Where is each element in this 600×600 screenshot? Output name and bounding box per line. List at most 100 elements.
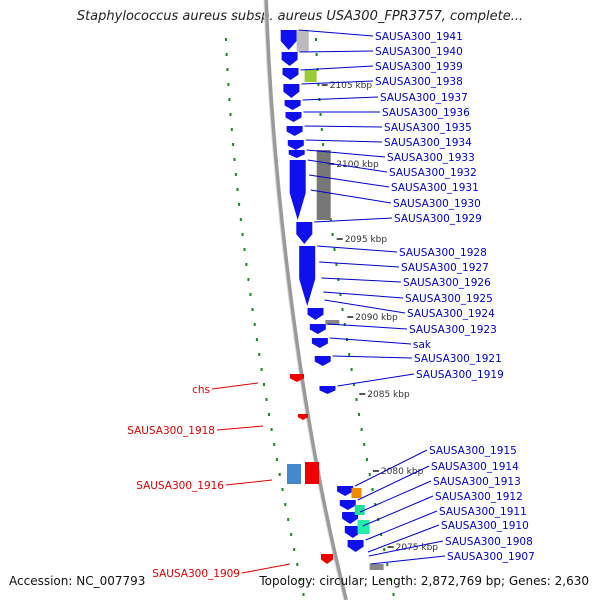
forward-gene-arrow [288, 150, 305, 158]
gene-block [354, 505, 365, 515]
tick-mark-inner [273, 443, 276, 446]
reverse-gene-label: SAUSA300_1918 [127, 425, 215, 437]
tick-mark-outer [329, 218, 332, 221]
tick-mark-inner [236, 188, 239, 191]
tick-mark-outer [363, 443, 366, 446]
tick-mark-inner [263, 383, 265, 386]
scale-mark-label: 2100 kbp [336, 160, 379, 170]
forward-gene-arrow [342, 512, 359, 524]
tick-mark-outer [353, 383, 355, 386]
tick-mark-inner [227, 83, 230, 86]
scale-mark-label: 2075 kbp [396, 543, 439, 553]
label-connector [319, 261, 400, 268]
genome-summary-text: Topology: circular; Length: 2,872,769 bp… [259, 574, 589, 588]
label-connector [359, 480, 432, 513]
forward-gene-label: SAUSA300_1911 [439, 506, 527, 518]
tick-mark-inner [228, 98, 231, 101]
tick-mark-outer [368, 473, 371, 476]
label-connector [327, 323, 408, 330]
tick-mark-inner [226, 68, 229, 71]
tick-mark-inner [278, 473, 281, 476]
forward-gene-label: SAUSA300_1936 [382, 107, 470, 119]
forward-gene-label: SAUSA300_1927 [401, 262, 489, 274]
reverse-gene-arrow [321, 554, 333, 564]
forward-gene-arrow [344, 526, 361, 538]
forward-gene-arrow [314, 356, 331, 366]
tick-mark-inner [247, 278, 250, 281]
forward-gene-arrow [339, 500, 356, 510]
forward-gene-label: SAUSA300_1934 [384, 137, 472, 149]
forward-gene-label: SAUSA300_1939 [375, 61, 463, 73]
tick-mark-inner [270, 428, 273, 431]
tick-mark-outer [371, 488, 374, 491]
tick-mark-inner [260, 368, 263, 371]
forward-gene-label: SAUSA300_1923 [409, 324, 497, 336]
tick-mark-inner [239, 218, 242, 221]
label-connector [241, 563, 291, 574]
tick-mark-outer [343, 323, 346, 326]
tick-mark-outer [317, 83, 320, 86]
label-connector [310, 189, 392, 204]
tick-mark-outer [341, 308, 344, 311]
label-connector [299, 50, 374, 53]
forward-gene-label: SAUSA300_1931 [391, 182, 479, 194]
forward-gene-label: SAUSA300_1932 [389, 167, 477, 179]
tick-mark-inner [245, 263, 248, 266]
tick-mark-inner [234, 173, 237, 176]
gene-block [304, 70, 317, 82]
label-connector [302, 96, 379, 101]
label-connector [332, 355, 413, 359]
tick-mark-outer [335, 263, 338, 266]
forward-gene-arrow [319, 386, 336, 394]
genome-backbone [264, 0, 348, 600]
label-connector [368, 540, 444, 557]
scale-tick [372, 470, 379, 472]
forward-gene-arrow [286, 126, 303, 136]
tick-mark-inner [284, 503, 287, 506]
tick-mark-inner [249, 293, 252, 296]
label-connector [367, 524, 440, 553]
scale-tick [347, 316, 354, 318]
label-connector [314, 217, 393, 223]
tick-mark-inner [275, 458, 278, 461]
tick-mark-outer [315, 53, 318, 56]
forward-gene-arrow [287, 140, 304, 150]
tick-mark-inner [299, 578, 302, 581]
forward-gene-label: SAUSA300_1924 [407, 308, 495, 320]
scale-mark-label: 2085 kbp [367, 390, 410, 400]
scale-marks: 2105 kbp 2100 kbp 2095 kbp 2090 kbp 2085 kbp… [321, 81, 439, 553]
label-connector [304, 125, 383, 128]
tick-mark-outer [389, 578, 392, 581]
scale-tick [336, 238, 343, 240]
tick-mark-inner [268, 413, 270, 416]
label-connector [307, 159, 388, 173]
tick-mark-outer [350, 368, 353, 371]
label-connector [329, 337, 412, 345]
scale-mark-label: 2090 kbp [355, 313, 398, 323]
label-connector [300, 65, 374, 71]
forward-gene-arrow [299, 246, 316, 306]
map-title: Staphylococcus aureus subsp. aureus USA3… [76, 9, 524, 24]
forward-gene-arrow [311, 338, 328, 348]
tick-mark-outer [392, 593, 395, 596]
label-connector [370, 555, 446, 565]
label-connector [365, 510, 438, 541]
label-connector [216, 425, 264, 431]
label-connector [225, 479, 273, 486]
gene-block [357, 520, 370, 534]
forward-gene-label: SAUSA300_1913 [433, 476, 521, 488]
forward-gene-label: SAUSA300_1915 [429, 445, 517, 457]
scale-mark-label: 2105 kbp [330, 81, 373, 91]
gene-block [316, 150, 331, 220]
forward-gene-arrow [284, 100, 301, 110]
forward-gene-label: SAUSA300_1940 [375, 46, 463, 58]
scale-mark-label: 2095 kbp [345, 235, 388, 245]
forward-gene-arrow [347, 540, 364, 552]
reverse-gene-arrow [290, 374, 304, 382]
tick-mark-inner [232, 143, 235, 146]
tick-mark-inner [225, 38, 227, 41]
scale-tick [387, 546, 394, 548]
label-connector [301, 80, 374, 85]
forward-gene-label: SAUSA300_1935 [384, 122, 472, 134]
